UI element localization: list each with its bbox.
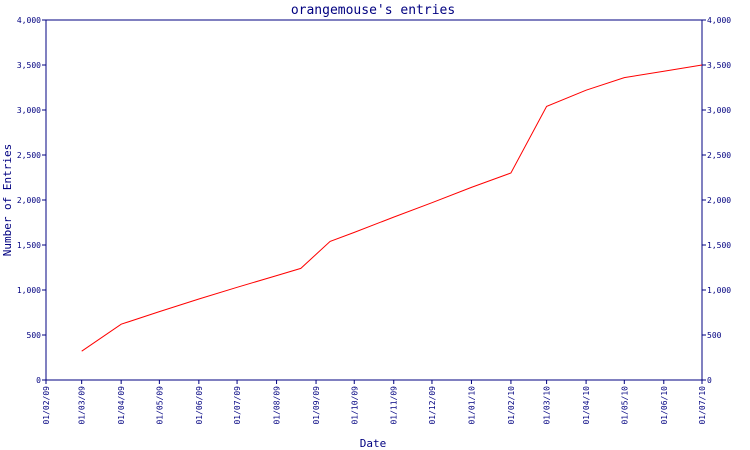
x-tick-label: 01/07/09 bbox=[233, 386, 242, 425]
x-tick-label: 01/04/09 bbox=[117, 386, 126, 425]
x-tick-label: 01/08/09 bbox=[273, 386, 282, 425]
x-tick-label: 01/01/10 bbox=[467, 386, 476, 425]
x-tick-label: 01/07/10 bbox=[698, 386, 707, 425]
x-tick-label: 01/04/10 bbox=[582, 386, 591, 425]
y-tick-label-right: 3,000 bbox=[707, 106, 731, 115]
y-tick-label-left: 1,000 bbox=[17, 286, 41, 295]
series-line bbox=[81, 64, 703, 352]
y-tick-label-left: 2,000 bbox=[17, 196, 41, 205]
y-tick-label-right: 0 bbox=[707, 376, 712, 385]
x-tick-label: 01/10/09 bbox=[350, 386, 359, 425]
x-axis-label: Date bbox=[360, 437, 387, 450]
x-tick-label: 01/02/10 bbox=[507, 386, 516, 425]
y-tick-label-right: 4,000 bbox=[707, 16, 731, 25]
x-tick-label: 01/05/10 bbox=[620, 386, 629, 425]
y-tick-label-left: 3,500 bbox=[17, 61, 41, 70]
x-tick-label: 01/05/09 bbox=[155, 386, 164, 425]
x-tick-label: 01/03/10 bbox=[543, 386, 552, 425]
y-axis: 0 0 500 500 1,000 1,000 1,500 1,500 2,000 2,000 2,… bbox=[17, 16, 731, 385]
series-group bbox=[81, 64, 703, 352]
y-tick-label-right: 1,500 bbox=[707, 241, 731, 250]
y-tick-label-left: 0 bbox=[36, 376, 41, 385]
chart-title: orangemouse's entries bbox=[291, 3, 455, 18]
y-tick-label-right: 1,000 bbox=[707, 286, 731, 295]
x-tick-label: 01/02/09 bbox=[42, 386, 51, 425]
y-tick-label-right: 2,000 bbox=[707, 196, 731, 205]
y-tick-label-left: 3,000 bbox=[17, 106, 41, 115]
y-tick-label-left: 4,000 bbox=[17, 16, 41, 25]
x-tick-label: 01/11/09 bbox=[390, 386, 399, 425]
x-tick-label: 01/06/09 bbox=[195, 386, 204, 425]
y-tick-label-right: 2,500 bbox=[707, 151, 731, 160]
plot-frame bbox=[45, 19, 703, 381]
y-tick-label-left: 500 bbox=[27, 331, 42, 340]
y-axis-label: Number of Entries bbox=[1, 144, 14, 257]
x-axis: 01/02/09 01/03/09 01/04/09 01/05/09 01/06/09… bbox=[42, 380, 707, 425]
y-tick-label-right: 500 bbox=[707, 331, 722, 340]
y-tick-label-left: 2,500 bbox=[17, 151, 41, 160]
x-tick-label: 01/06/10 bbox=[660, 386, 669, 425]
x-tick-label: 01/12/09 bbox=[428, 386, 437, 425]
y-tick-label-left: 1,500 bbox=[17, 241, 41, 250]
y-tick-label-right: 3,500 bbox=[707, 61, 731, 70]
x-tick-label: 01/09/09 bbox=[312, 386, 321, 425]
x-tick-label: 01/03/09 bbox=[78, 386, 87, 425]
